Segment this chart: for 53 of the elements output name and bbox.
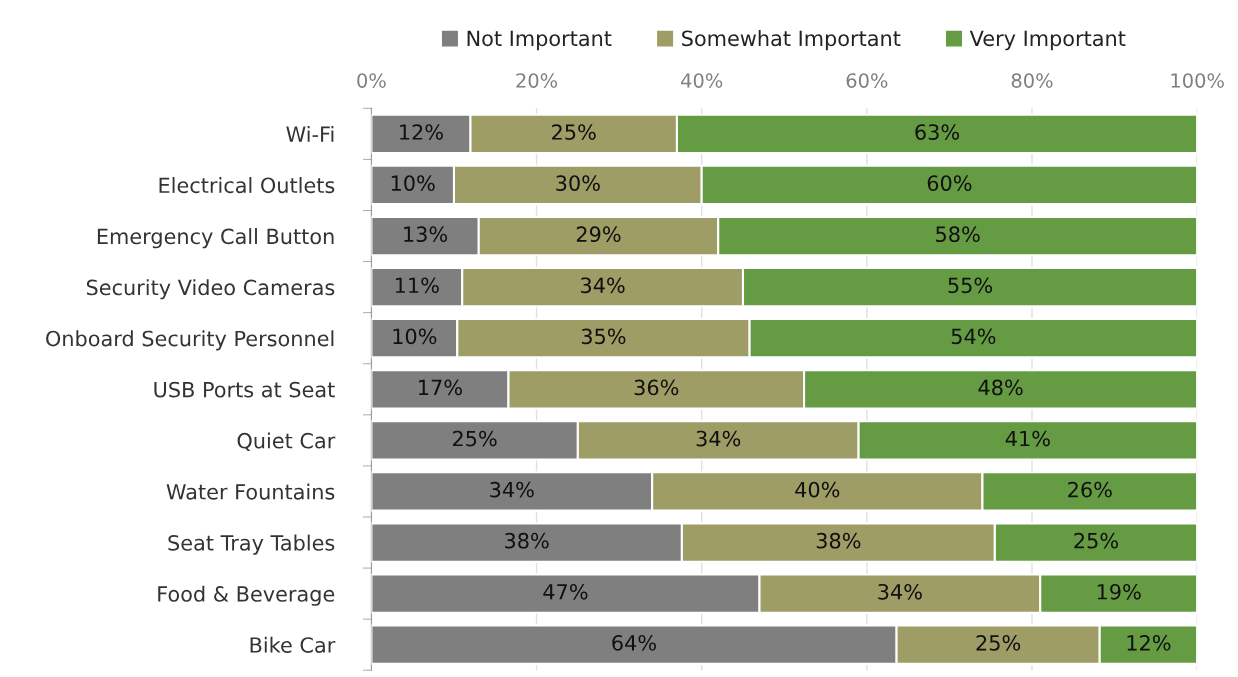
data-label: 25%: [452, 430, 497, 447]
data-label: 47%: [543, 583, 588, 600]
data-label: 34%: [490, 481, 534, 498]
data-label: 38%: [505, 532, 549, 549]
data-label: 11%: [395, 277, 439, 294]
y-tick-label: USB Ports at Seat: [154, 381, 335, 398]
y-tick-label: Bike Car: [250, 636, 336, 653]
y-tick-label: Quiet Car: [237, 432, 336, 451]
y-tick-label: Onboard Security Personnel: [46, 330, 334, 351]
y-tick-label: Water Fountains: [166, 483, 335, 500]
data-label: 19%: [1097, 583, 1141, 600]
data-label: 25%: [1074, 532, 1118, 549]
data-label: 10%: [391, 175, 435, 191]
data-label: 60%: [927, 175, 972, 191]
data-label: 41%: [1005, 430, 1050, 447]
x-tick-label: 100%: [1171, 73, 1224, 88]
legend-label: Very Important: [969, 30, 1126, 51]
data-label: 25%: [552, 124, 596, 140]
x-tick-label: 0%: [357, 73, 386, 88]
y-tick-label: Wi-Fi: [286, 125, 334, 142]
data-label: 17%: [419, 379, 462, 396]
data-label: 54%: [951, 328, 996, 345]
data-label: 55%: [948, 277, 993, 294]
legend-label: Somewhat Important: [682, 30, 901, 51]
data-label: 12%: [400, 124, 443, 140]
data-label: 48%: [978, 379, 1023, 396]
data-label: 10%: [393, 328, 437, 345]
y-tick-label: Emergency Call Button: [97, 228, 334, 249]
legend-label: Not Important: [467, 30, 612, 51]
y-tick-label: Electrical Outlets: [159, 177, 335, 194]
y-tick-label: Seat Tray Tables: [168, 534, 335, 555]
x-tick-label: 40%: [681, 73, 723, 88]
data-label: 58%: [936, 226, 980, 243]
x-tick-label: 60%: [846, 73, 888, 88]
data-label: 12%: [1127, 634, 1171, 651]
data-label: 34%: [878, 583, 922, 600]
y-tick-label: Food & Beverage: [158, 585, 335, 606]
data-label: 29%: [576, 226, 621, 243]
data-label: 30%: [556, 175, 600, 191]
x-tick-label: 80%: [1011, 73, 1053, 88]
data-label: 38%: [816, 532, 861, 549]
data-label: 34%: [581, 277, 625, 294]
data-label: 64%: [612, 634, 656, 651]
data-label: 63%: [915, 124, 960, 140]
data-label: 35%: [581, 328, 626, 345]
data-label: 34%: [696, 430, 741, 447]
data-label: 13%: [404, 226, 448, 243]
data-label: 26%: [1068, 481, 1112, 498]
data-label: 40%: [795, 481, 840, 498]
y-tick-label: Security Video Cameras: [86, 279, 335, 300]
data-label: 25%: [976, 634, 1021, 651]
data-label: 36%: [634, 379, 679, 396]
x-tick-label: 20%: [516, 73, 558, 88]
